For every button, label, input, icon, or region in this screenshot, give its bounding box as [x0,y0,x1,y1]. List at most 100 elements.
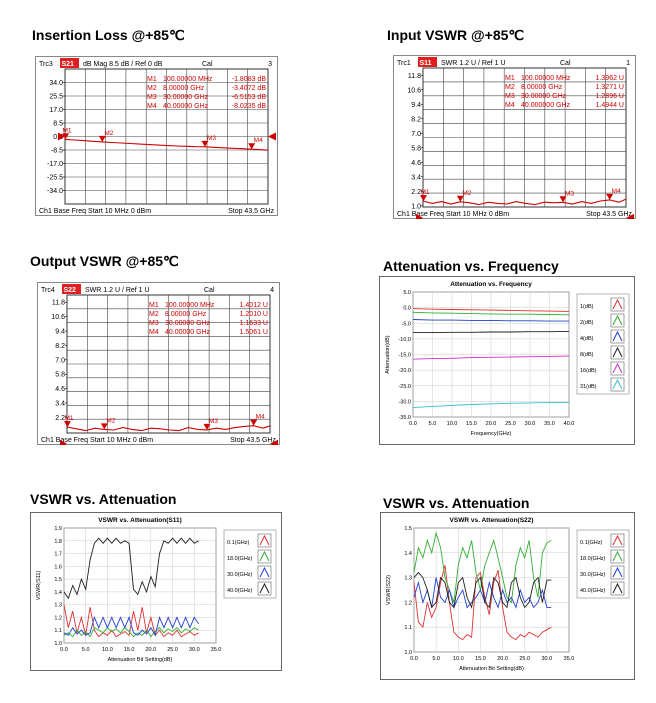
legend-swatch-box [610,377,625,392]
legend-swatch-line [612,566,623,578]
x-tick-label: 25.0 [505,421,516,427]
marker-name: M3 [147,94,157,101]
legend-swatch-box [610,581,625,596]
x-tick-label: 0.0 [409,421,417,427]
legend-label: 0.1(GHz) [227,540,249,546]
y-tick-label: 10.6 [51,314,65,321]
x-start-label: Ch1 Base Freq Start 10 MHz 0 dBm [39,208,151,215]
series-line [413,565,552,641]
marker-name: M3 [149,320,159,327]
legend-label: 1(dB) [580,304,594,310]
marker-freq: 30.00000 GHz [163,94,209,101]
marker-triangle [61,133,69,140]
y-tick-label: 9.4 [55,329,65,336]
trace-line [66,425,271,432]
format-label: dB Mag 8.5 dB / Ref 0 dB [83,61,163,68]
legend-swatch-line [259,566,270,578]
marker-tag: M3 [565,190,574,197]
marker-name: M1 [147,76,157,83]
x-axis-label: Attenuation Bit Setting(dB) [108,657,173,663]
y-tick-label: -25.5 [47,175,63,182]
marker-name: M2 [149,311,159,318]
y-tick-label: -34.0 [47,188,63,195]
y-tick-label: 2.2 [411,189,421,196]
channel-number: 4 [270,287,274,294]
y-tick-label: -8.5 [51,148,63,155]
x-tick-label: 5.0 [429,421,437,427]
y-tick-label: 1.1 [54,628,62,634]
cal-label: Cal [202,61,213,68]
y-tick-label: -5.0 [402,321,411,327]
y-tick-label: 5.0 [403,290,411,296]
marker-freq: 30.00000 GHz [521,93,567,100]
y-tick-label: 1.4 [404,551,412,557]
y-tick-label: 8.2 [55,343,65,350]
marker-name: M4 [505,102,515,109]
reference-arrow [270,439,278,445]
legend-label: 16(dB) [580,368,597,374]
y-tick-label: 1.2 [54,615,62,621]
y-tick-label: 7.0 [55,357,65,364]
x-tick-label: 25.0 [519,656,530,662]
series-line [412,355,570,360]
x-tick-label: 20.0 [145,647,156,653]
legend-swatch-line [612,346,623,358]
legend-swatch-line [259,534,270,546]
legend-label: 30.0(GHz) [580,572,606,578]
attenuation-frequency-title: Attenuation vs. Frequency [383,258,559,274]
y-tick-label: 3.4 [411,174,421,181]
marker-triangle [248,143,256,150]
series-line [412,311,570,316]
x-tick-label: 10.0 [453,656,464,662]
marker-value: 1.2896 U [596,93,624,100]
x-start-label: Ch1 Base Freq Start 10 MHz 0 dBm [41,437,153,444]
legend-swatch-box [610,329,625,344]
channel-number: 1 [626,60,630,67]
marker-freq: 40.00000 GHz [165,329,211,336]
vswr-attenuation-s22-chart: VSWR vs. Attenuation(S22) 0.0 5.0 10.0 15.0 2… [380,512,635,680]
legend-label: 8(dB) [580,352,594,358]
y-tick-label: 1.1 [404,625,412,631]
y-tick-label: 1.3 [404,576,412,582]
marker-tag: M4 [256,414,265,421]
y-tick-label: 3.4 [55,401,65,408]
legend-swatch-line [612,362,623,374]
legend-label: 40.0(GHz) [580,588,606,594]
input-vswr-chart: Trc1 S11 SWR 1.2 U / Ref 1 U Cal 1 11.8 10.6 9.… [393,55,636,219]
legend-swatch-line [612,534,623,546]
marker-tag: M3 [207,135,216,142]
marker-triangle [419,195,427,202]
y-tick-label: 1.2 [404,600,412,606]
marker-tag: M2 [106,417,115,424]
marker-tag: M3 [209,418,218,425]
y-tick-label: 1.9 [54,526,62,532]
marker-value: -6.5153 dB [232,94,267,101]
x-tick-label: 0.0 [410,656,418,662]
y-tick-label: 1.0 [54,641,62,647]
marker-freq: 8.00000 GHz [165,311,207,318]
y-tick-label: -17.0 [47,161,63,168]
legend-swatch-box [610,361,625,376]
legend-label: 40.0(GHz) [227,588,253,594]
marker-triangle [456,195,464,202]
y-tick-label: -30.0 [398,399,411,405]
param-label: S22 [64,287,77,294]
format-label: SWR 1.2 U / Ref 1 U [441,60,506,67]
x-tick-label: 0.0 [60,647,68,653]
legend-swatch-box [610,549,625,564]
marker-triangle [98,135,106,142]
legend-swatch-line [612,330,623,342]
legend-label: 2(dB) [580,320,594,326]
marker-name: M1 [505,75,515,82]
y-tick-label: 4.6 [411,160,421,167]
series-line [63,615,199,637]
param-badge [62,284,81,294]
legend-label: 4(dB) [580,336,594,342]
marker-tag: M1 [420,189,429,196]
marker-value: -3.4072 dB [232,85,267,92]
series-line [412,319,569,322]
legend-label: 18.0(GHz) [227,556,253,562]
marker-tag: M4 [254,137,263,144]
x-stop-label: Stop 43.5 GHz [228,208,274,215]
y-tick-label: 1.7 [54,552,62,558]
